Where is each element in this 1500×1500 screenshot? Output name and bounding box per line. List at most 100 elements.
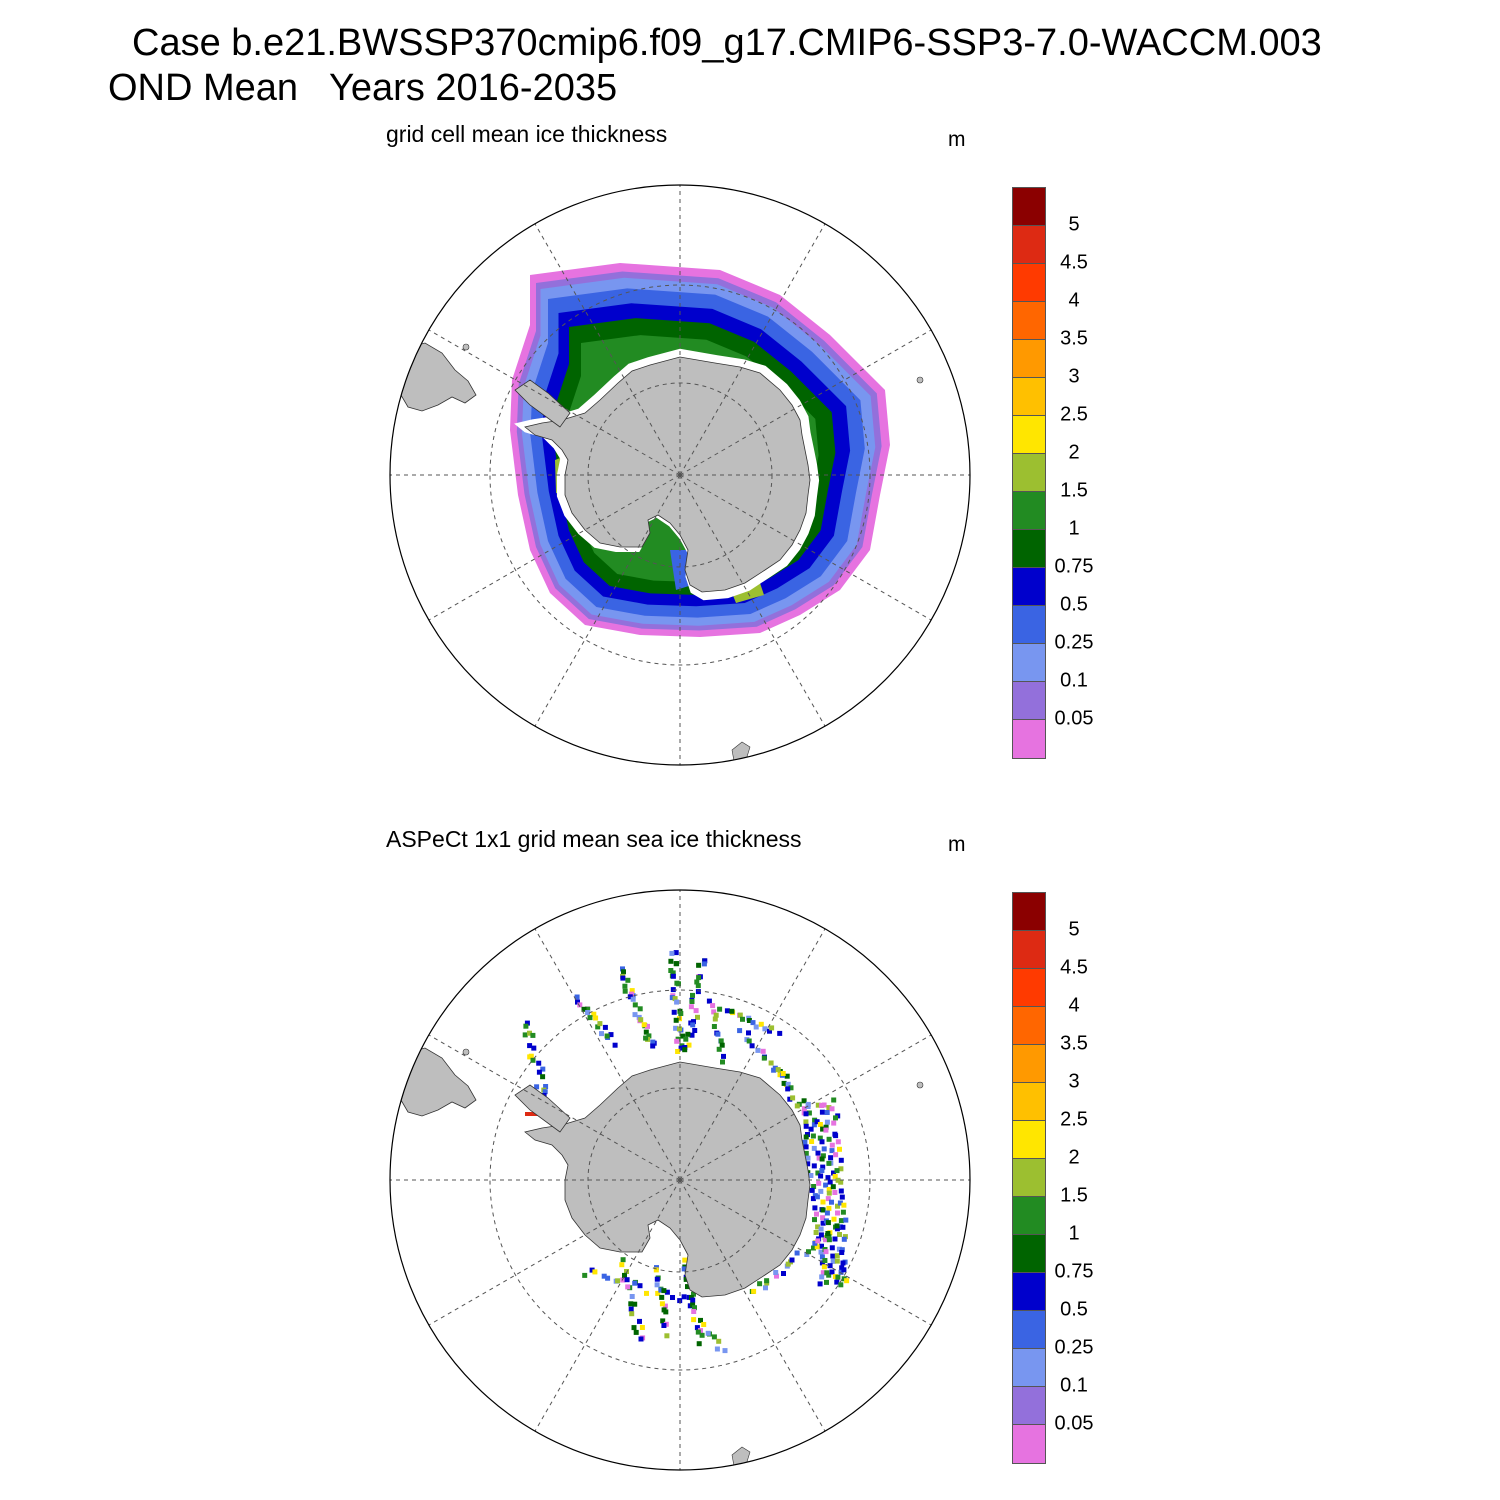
colorbar-tick-label: 5: [1068, 213, 1080, 236]
colorbar-swatch: [1012, 1310, 1046, 1349]
observation-cell: [833, 1152, 839, 1158]
observation-cell: [701, 961, 707, 967]
observation-cell: [812, 1217, 817, 1223]
colorbar-swatch: [1012, 377, 1046, 416]
observation-cell: [637, 1318, 642, 1324]
observation-cell: [827, 1263, 833, 1269]
colorbar-tick-label: 4: [1068, 289, 1080, 312]
observation-cell: [820, 1153, 826, 1159]
observation-cell: [826, 1205, 832, 1211]
observation-cell: [685, 1031, 691, 1037]
observation-cell: [815, 1150, 821, 1156]
antarctic-peninsula: [514, 1084, 571, 1133]
observation-cell: [811, 1122, 817, 1128]
meridian-line: [679, 928, 826, 1181]
observation-cell: [787, 1096, 793, 1102]
observation-cell: [608, 1032, 614, 1038]
colorbar-tick-label: 1: [1068, 517, 1080, 540]
observation-cell: [622, 983, 628, 989]
meridian-line: [679, 474, 826, 727]
observation-cell: [812, 1240, 818, 1246]
colorbar-swatch: [1012, 1234, 1046, 1273]
observation-cell: [612, 1042, 618, 1048]
colorbar-swatch: [1012, 1158, 1046, 1197]
colorbar-swatch: [1012, 1120, 1046, 1159]
observation-cell: [585, 1010, 591, 1015]
observation-cell: [690, 1302, 696, 1308]
observation-cell: [815, 1102, 821, 1108]
observation-cell: [834, 1168, 840, 1174]
observation-cell: [832, 1236, 838, 1242]
observation-cell: [587, 1015, 593, 1021]
observation-cell: [638, 1336, 644, 1342]
observation-cell: [688, 1004, 694, 1010]
colorbar-tick-label: 2: [1068, 1146, 1080, 1169]
observation-cell: [645, 1023, 650, 1029]
observation-cell: [694, 979, 700, 985]
observation-cell: [836, 1246, 842, 1252]
observation-cell: [838, 1218, 844, 1224]
observation-cell: [678, 1011, 684, 1016]
observation-cell: [841, 1202, 847, 1208]
observation-cell: [808, 1126, 814, 1132]
observation-cell: [803, 1111, 809, 1117]
observation-cell: [637, 1283, 643, 1289]
observation-cell: [534, 1084, 540, 1090]
observation-cell: [683, 1036, 689, 1042]
observation-cell: [803, 1134, 809, 1140]
observation-cell: [809, 1139, 815, 1144]
observation-cell: [711, 1009, 717, 1015]
observation-cell: [820, 1199, 826, 1205]
observation-cell: [826, 1237, 832, 1243]
observation-cell: [605, 1275, 611, 1281]
observation-cell: [812, 1205, 818, 1211]
observation-cell: [749, 1043, 755, 1049]
observation-cell: [751, 1288, 757, 1294]
observation-cell: [835, 1274, 841, 1280]
observation-cell: [737, 1012, 743, 1018]
colorbar-swatch: [1012, 719, 1046, 759]
observation-cell: [811, 1145, 817, 1151]
observation-cell: [816, 1180, 822, 1186]
observation-cell: [542, 1089, 548, 1095]
observation-cell: [838, 1282, 844, 1288]
observation-cell: [658, 1287, 664, 1293]
observation-cell: [643, 1029, 649, 1035]
colorbar-swatch: [1012, 1082, 1046, 1121]
observation-cell: [650, 1043, 656, 1049]
observation-cell: [835, 1210, 840, 1216]
observation-cell: [824, 1210, 830, 1216]
figure-title-case: Case b.e21.BWSSP370cmip6.f09_g17.CMIP6-S…: [132, 22, 1322, 64]
colorbar-swatch: [1012, 1006, 1046, 1045]
observation-cell: [820, 1126, 826, 1132]
meridian-line: [679, 474, 932, 621]
colorbar-swatch: [1012, 1424, 1046, 1464]
antarctic-peninsula: [514, 379, 571, 428]
observation-cell: [668, 958, 674, 964]
observation-cell: [671, 1009, 677, 1015]
observation-cell: [674, 999, 680, 1005]
observation-cell: [639, 1325, 645, 1330]
observation-cell: [625, 1284, 631, 1290]
observation-cell: [661, 1288, 667, 1294]
colorbar-swatch: [1012, 1044, 1046, 1083]
observation-cell: [669, 995, 675, 1001]
colorbar-swatch: [1012, 1196, 1046, 1235]
observation-cell: [823, 1182, 829, 1188]
observation-cell: [833, 1115, 838, 1121]
map-boundary: [389, 889, 971, 1471]
meridian-line: [534, 1179, 681, 1432]
observation-cell: [632, 1002, 638, 1008]
observation-cell: [768, 1060, 774, 1066]
observation-cell: [536, 1060, 542, 1066]
colorbar-swatch: [1012, 301, 1046, 340]
colorbar-tick-label: 2: [1068, 441, 1080, 464]
observation-cell: [622, 1272, 627, 1278]
observation-cell: [691, 1291, 696, 1297]
observation-cell: [814, 1211, 819, 1217]
kerguelen-island: [916, 1081, 924, 1089]
observation-cell: [696, 1341, 702, 1347]
observation-cell: [825, 1220, 831, 1226]
colorbar-swatch: [1012, 1386, 1046, 1425]
colorbar-tick-label: 4.5: [1060, 956, 1088, 979]
